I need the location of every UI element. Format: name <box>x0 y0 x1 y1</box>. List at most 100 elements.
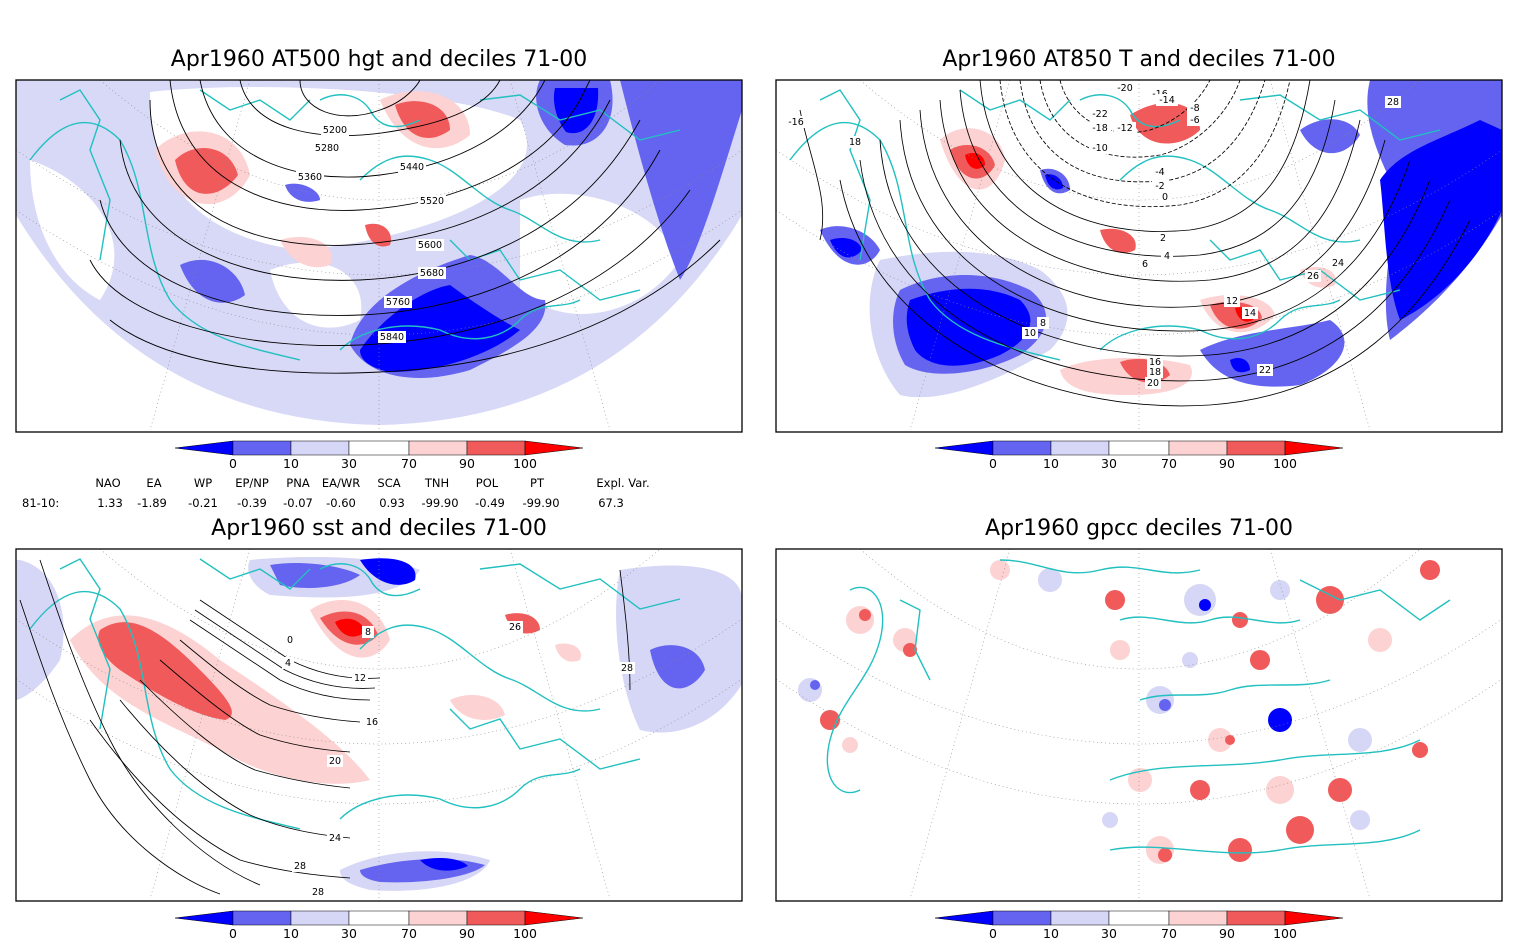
map-frame <box>775 79 1503 433</box>
colorbar-segment <box>524 910 584 926</box>
below-normal-shading <box>285 183 320 202</box>
graticule <box>16 80 742 431</box>
contour-label-bg <box>364 716 380 728</box>
contour-label-bg <box>1089 122 1111 134</box>
colorbar-tick-label: 10 <box>283 926 299 940</box>
map-frame <box>775 548 1503 902</box>
index-header: WP <box>194 476 212 490</box>
contour-label: -20 <box>1117 83 1133 94</box>
neutral-region <box>270 262 362 328</box>
colorbar-segment <box>992 910 1052 926</box>
panel-at850: Apr1960 AT850 T and deciles 71-00 <box>775 47 1503 433</box>
contour-label: -8 <box>1190 103 1199 114</box>
contour-label-bg <box>1385 96 1401 108</box>
contour-label-bg <box>1157 232 1169 244</box>
colorbar-segment <box>466 440 526 456</box>
contour-label: 5200 <box>323 125 347 136</box>
contour-label-bg <box>284 634 296 646</box>
contour-label-bg <box>310 886 326 898</box>
index-value: 0.93 <box>379 496 405 510</box>
contour-label: 20 <box>1147 378 1159 389</box>
neutral-region <box>30 160 115 300</box>
colorbar-segment <box>348 440 410 456</box>
contour-label: 24 <box>329 833 341 844</box>
contour-label-bg <box>1156 94 1178 106</box>
contour-label: 8 <box>1040 318 1046 329</box>
map-frame <box>15 548 743 902</box>
extreme-low-shading <box>830 238 862 258</box>
high-shading <box>98 622 232 720</box>
contour-label-bg <box>398 161 426 173</box>
contour-label-bg <box>1114 82 1136 94</box>
colorbar-tick-label: 0 <box>229 456 237 471</box>
extreme-low-shading <box>1045 174 1063 190</box>
contour-label: 16 <box>366 717 378 728</box>
contour-label: 24 <box>1332 258 1344 269</box>
colorbar: 0 10 30 70 90 100 <box>934 910 1344 940</box>
contour-label-bg <box>1257 364 1273 376</box>
contour-label: 28 <box>621 663 633 674</box>
sst-contours <box>19 559 631 895</box>
index-header: Expl. Var. <box>596 476 649 490</box>
colorbar-tick-label: 100 <box>1273 926 1297 940</box>
contour-label-bg <box>416 239 444 251</box>
above-normal-shading <box>555 643 581 662</box>
colorbar-segment <box>992 440 1052 456</box>
low-shading <box>1300 119 1360 154</box>
low-shading <box>270 563 360 588</box>
contour-label-bg <box>378 331 406 343</box>
colorbar-tick-label: 30 <box>1101 456 1117 471</box>
colorbar-segment <box>232 910 292 926</box>
below-normal-shading <box>620 80 742 280</box>
colorbar-segment <box>1226 910 1286 926</box>
colorbar-segment <box>1284 440 1344 456</box>
colorbar-segment <box>1284 910 1344 926</box>
index-header: SCA <box>377 476 400 490</box>
contour-label: 12 <box>1226 296 1238 307</box>
index-value: -0.60 <box>326 496 356 510</box>
contour-label: -10 <box>1092 143 1108 154</box>
colorbar-segment <box>1050 440 1110 456</box>
contour-label: 26 <box>509 622 521 633</box>
panel-at500: Apr1960 AT500 hgt and deciles 71-00 <box>15 47 743 433</box>
panel-title: Apr1960 sst and deciles 71-00 <box>211 516 547 541</box>
colorbar: 0 10 30 70 90 100 <box>174 910 584 940</box>
contour-label: 4 <box>1164 251 1170 262</box>
contour-label-bg <box>847 136 863 148</box>
below-normal-shading <box>180 259 245 303</box>
index-value: -0.07 <box>283 496 313 510</box>
index-header: PNA <box>286 476 310 490</box>
contour-label: 5520 <box>420 196 444 207</box>
colorbar: 0 10 30 70 90 100 <box>934 440 1344 471</box>
coastlines <box>29 558 681 830</box>
extreme-low-shading <box>360 558 416 585</box>
contour-label: 10 <box>1024 328 1036 339</box>
contour-label: 22 <box>1259 365 1271 376</box>
colorbar-segment <box>174 910 234 926</box>
coastlines <box>29 89 681 361</box>
contour-label: 5280 <box>315 143 339 154</box>
extreme-low-shading <box>360 285 520 372</box>
contour-label-bg <box>1224 295 1240 307</box>
index-header: TNH <box>424 476 449 490</box>
panel-title: Apr1960 gpcc deciles 71-00 <box>985 516 1293 541</box>
contour-label: -2 <box>1155 181 1164 192</box>
neutral-region <box>520 193 680 314</box>
colorbar-tick-label: 30 <box>1101 926 1117 940</box>
contour-label-bg <box>327 832 343 844</box>
contour-label: 26 <box>1307 271 1319 282</box>
contour-label-bg <box>1147 366 1163 378</box>
contour-labels: -20-16-14-22-18-12-10-8-6-4-202468101214… <box>785 82 1401 389</box>
colorbar-tick-label: 100 <box>513 926 537 940</box>
index-header: EA/WR <box>322 476 360 490</box>
contour-label: 4 <box>285 658 291 669</box>
colorbar-tick-label: 90 <box>1219 456 1235 471</box>
index-value: -99.90 <box>522 496 559 510</box>
coastlines <box>789 89 1441 361</box>
contour-label-bg <box>1242 307 1258 319</box>
teleconnection-indices: NAO EA WP EP/NP PNA EA/WR SCA TNH POL PT Expl. Var… <box>22 476 650 510</box>
contour-label: 14 <box>1244 308 1256 319</box>
contour-label-bg <box>507 621 523 633</box>
contour-label: 6 <box>1142 259 1148 270</box>
contour-label: 0 <box>287 635 293 646</box>
